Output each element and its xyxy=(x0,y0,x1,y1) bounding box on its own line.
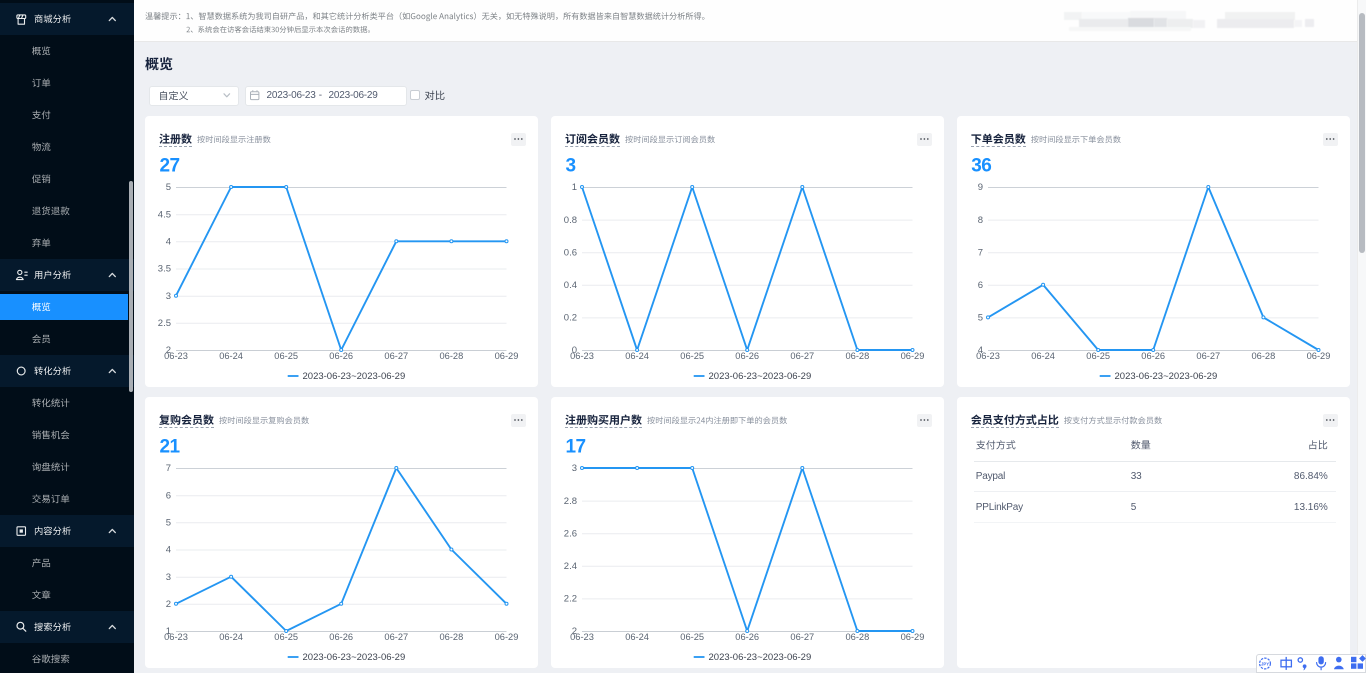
svg-text:06-23: 06-23 xyxy=(164,632,188,642)
svg-text:5: 5 xyxy=(166,518,171,529)
svg-text:2023-06-23~2023-06-29: 2023-06-23~2023-06-29 xyxy=(709,652,812,662)
svg-text:5: 5 xyxy=(166,182,171,193)
svg-text:9: 9 xyxy=(978,182,983,193)
svg-text:06-28: 06-28 xyxy=(1251,351,1275,361)
svg-text:6: 6 xyxy=(166,490,171,501)
svg-text:06-23: 06-23 xyxy=(570,632,594,642)
svg-text:06-26: 06-26 xyxy=(329,632,353,642)
svg-text:06-26: 06-26 xyxy=(329,351,353,361)
svg-text:2.2: 2.2 xyxy=(564,594,577,605)
svg-text:06-25: 06-25 xyxy=(680,632,704,642)
svg-text:2: 2 xyxy=(166,599,171,610)
svg-text:06-26: 06-26 xyxy=(1141,351,1165,361)
svg-text:06-23: 06-23 xyxy=(570,351,594,361)
svg-text:7: 7 xyxy=(166,463,171,474)
svg-text:06-24: 06-24 xyxy=(1031,351,1055,361)
svg-text:0.4: 0.4 xyxy=(564,280,577,291)
svg-text:06-26: 06-26 xyxy=(735,351,759,361)
svg-text:06-29: 06-29 xyxy=(495,351,519,361)
svg-text:2: 2 xyxy=(166,345,171,356)
svg-text:06-29: 06-29 xyxy=(901,632,925,642)
svg-text:0.2: 0.2 xyxy=(564,313,577,324)
svg-text:4: 4 xyxy=(978,345,983,356)
svg-text:06-28: 06-28 xyxy=(440,351,464,361)
svg-text:06-23: 06-23 xyxy=(976,351,1000,361)
svg-text:06-24: 06-24 xyxy=(625,351,649,361)
svg-text:1: 1 xyxy=(572,182,577,193)
svg-text:06-27: 06-27 xyxy=(790,351,814,361)
svg-text:2023-06-23~2023-06-29: 2023-06-23~2023-06-29 xyxy=(303,371,406,381)
svg-text:06-27: 06-27 xyxy=(1196,351,1220,361)
svg-text:06-27: 06-27 xyxy=(790,632,814,642)
svg-text:0.8: 0.8 xyxy=(564,215,577,226)
svg-text:3: 3 xyxy=(166,572,171,583)
svg-text:8: 8 xyxy=(978,215,983,226)
svg-text:2.8: 2.8 xyxy=(564,496,577,507)
svg-text:06-26: 06-26 xyxy=(735,632,759,642)
svg-text:06-24: 06-24 xyxy=(219,632,243,642)
svg-text:3: 3 xyxy=(572,463,577,474)
svg-text:2.6: 2.6 xyxy=(564,528,577,539)
svg-text:1: 1 xyxy=(166,626,171,637)
svg-text:06-29: 06-29 xyxy=(901,351,925,361)
svg-text:06-27: 06-27 xyxy=(384,632,408,642)
svg-text:4.5: 4.5 xyxy=(158,209,171,220)
svg-text:06-25: 06-25 xyxy=(274,351,298,361)
svg-text:2: 2 xyxy=(572,626,577,637)
svg-text:4: 4 xyxy=(166,237,171,248)
svg-text:3: 3 xyxy=(166,291,171,302)
svg-text:0: 0 xyxy=(572,345,577,356)
svg-text:2.4: 2.4 xyxy=(564,561,577,572)
svg-text:0.6: 0.6 xyxy=(564,247,577,258)
svg-text:06-28: 06-28 xyxy=(440,632,464,642)
svg-text:06-28: 06-28 xyxy=(846,632,870,642)
svg-text:06-28: 06-28 xyxy=(846,351,870,361)
svg-text:2.5: 2.5 xyxy=(158,318,171,329)
svg-text:5: 5 xyxy=(978,313,983,324)
svg-text:06-29: 06-29 xyxy=(495,632,519,642)
svg-text:06-24: 06-24 xyxy=(219,351,243,361)
svg-text:6: 6 xyxy=(978,280,983,291)
svg-text:06-25: 06-25 xyxy=(680,351,704,361)
svg-text:3.5: 3.5 xyxy=(158,264,171,275)
svg-text:06-27: 06-27 xyxy=(384,351,408,361)
svg-text:06-29: 06-29 xyxy=(1306,351,1330,361)
svg-text:2023-06-23~2023-06-29: 2023-06-23~2023-06-29 xyxy=(1114,371,1217,381)
svg-text:06-23: 06-23 xyxy=(164,351,188,361)
svg-text:2023-06-23~2023-06-29: 2023-06-23~2023-06-29 xyxy=(709,371,812,381)
svg-text:7: 7 xyxy=(978,247,983,258)
svg-text:4: 4 xyxy=(166,545,171,556)
svg-text:06-24: 06-24 xyxy=(625,632,649,642)
svg-text:06-25: 06-25 xyxy=(274,632,298,642)
svg-text:2023-06-23~2023-06-29: 2023-06-23~2023-06-29 xyxy=(303,652,406,662)
svg-text:06-25: 06-25 xyxy=(1086,351,1110,361)
